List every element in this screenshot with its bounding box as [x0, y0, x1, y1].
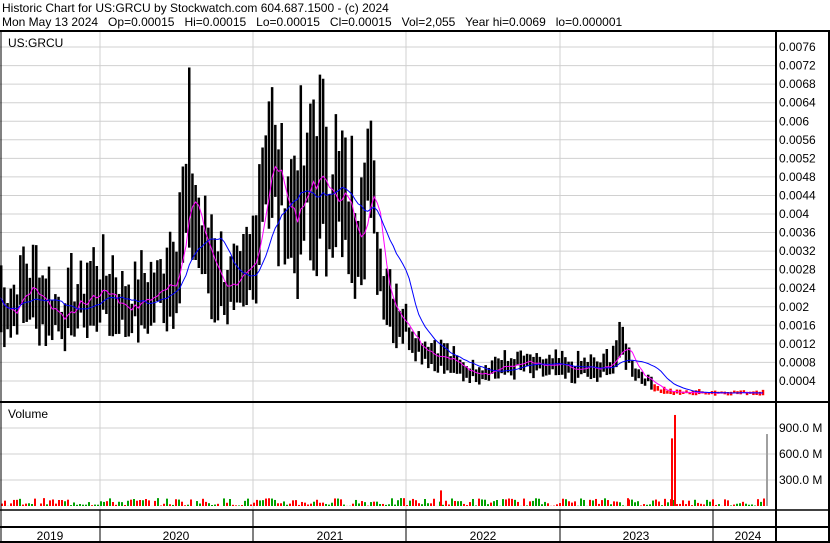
short-moving-average-line	[0, 165, 764, 394]
chart-header-title: Historic Chart for US:GRCU by Stockwatch…	[2, 1, 389, 15]
price-axis-tick: 0.0052	[779, 151, 816, 165]
price-axis-tick: 0.002	[779, 300, 809, 314]
price-axis-tick: 0.004	[779, 207, 809, 221]
price-axis-tick: 0.0012	[779, 337, 816, 351]
price-axis-tick: 0.0064	[779, 96, 816, 110]
year-label: 2022	[470, 529, 497, 543]
volume-panel-title: Volume	[8, 407, 48, 421]
price-axis-tick: 0.0004	[779, 374, 816, 388]
year-label: 2021	[317, 529, 344, 543]
price-axis-tick: 0.0028	[779, 263, 816, 277]
price-axis-tick: 0.0008	[779, 355, 816, 369]
year-label: 2019	[37, 529, 64, 543]
volume-axis-tick: 600.0 M	[779, 447, 822, 461]
volume-axis-tick: 300.0 M	[779, 473, 822, 487]
price-axis-tick: 0.006	[779, 114, 809, 128]
year-label: 2024	[735, 529, 762, 543]
price-panel-title: US:GRCU	[8, 36, 63, 50]
price-axis-tick: 0.0048	[779, 170, 816, 184]
year-label: 2020	[163, 529, 190, 543]
year-label: 2023	[623, 529, 650, 543]
price-axis-tick: 0.0076	[779, 40, 816, 54]
price-axis-tick: 0.0016	[779, 318, 816, 332]
price-axis-tick: 0.0068	[779, 77, 816, 91]
price-axis-tick: 0.0036	[779, 226, 816, 240]
price-axis-tick: 0.0044	[779, 188, 816, 202]
price-axis-tick: 0.0072	[779, 59, 816, 73]
chart-header-quote: Mon May 13 2024 Op=0.00015 Hi=0.00015 Lo…	[2, 15, 623, 29]
price-axis-tick: 0.0032	[779, 244, 816, 258]
long-moving-average-line	[0, 186, 764, 394]
volume-axis-tick: 900.0 M	[779, 421, 822, 435]
price-axis-tick: 0.0024	[779, 281, 816, 295]
price-axis-tick: 0.0056	[779, 133, 816, 147]
